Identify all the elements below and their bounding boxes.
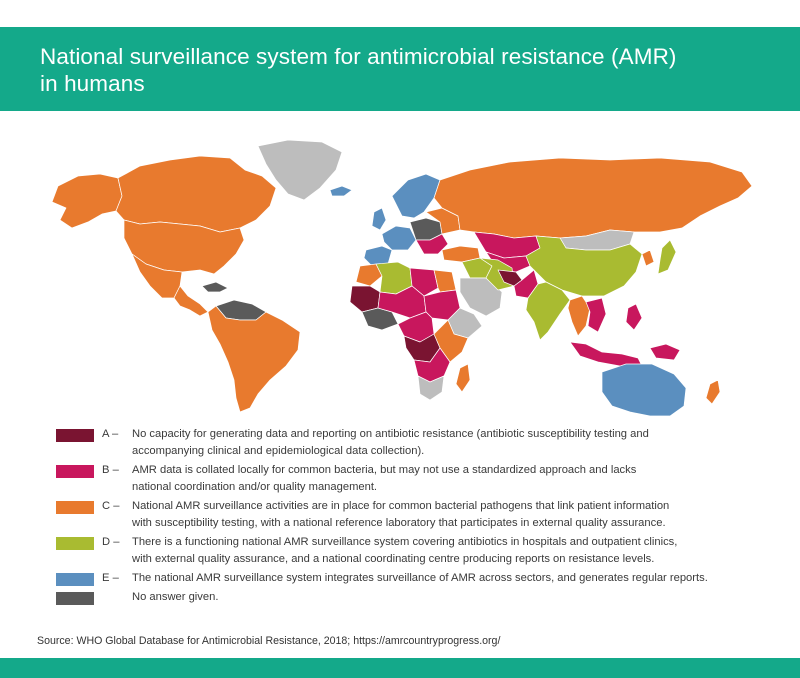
legend-text-c: National AMR surveillance activities are… xyxy=(132,498,756,532)
region-australia xyxy=(601,363,687,416)
title-line-1: National surveillance system for antimic… xyxy=(40,44,677,69)
legend-code-d: D – xyxy=(102,536,120,548)
region-papua xyxy=(649,343,681,361)
region-japan xyxy=(657,239,677,275)
legend-code-a: A – xyxy=(102,428,119,440)
region-philippines xyxy=(625,303,643,331)
legend-text-no-answer-line-1: No answer given. xyxy=(132,591,219,603)
region-iceland xyxy=(329,185,353,197)
legend-text-a-line-1: No capacity for generating data and repo… xyxy=(132,428,649,440)
region-korea xyxy=(641,249,655,267)
legend-text-e-line-1: The national AMR surveillance system int… xyxy=(132,572,708,584)
legend-text-c-line-2: with susceptibility testing, with a nati… xyxy=(132,517,666,529)
region-madagascar xyxy=(455,363,471,393)
legend-item-a: A – No capacity for generating data and … xyxy=(56,426,756,460)
header-banner: National surveillance system for antimic… xyxy=(0,27,800,111)
region-greenland xyxy=(257,139,343,201)
legend-swatch-d xyxy=(56,537,94,550)
region-uk xyxy=(371,207,387,231)
legend-swatch-b xyxy=(56,465,94,478)
legend-code-b: B – xyxy=(102,464,119,476)
source-note: Source: WHO Global Database for Antimicr… xyxy=(37,635,501,647)
legend-text-e: The national AMR surveillance system int… xyxy=(132,570,756,587)
legend-code-e: E – xyxy=(102,572,119,584)
title-line-2: in humans xyxy=(40,71,145,96)
world-map xyxy=(30,136,770,416)
legend-text-a-line-2: accompanying clinical and epidemiologica… xyxy=(132,445,425,457)
legend-text-b: AMR data is collated locally for common … xyxy=(132,462,756,496)
region-china xyxy=(525,235,643,297)
region-indonesia xyxy=(569,341,643,367)
legend-text-a: No capacity for generating data and repo… xyxy=(132,426,756,460)
legend-item-d: D – There is a functioning national AMR … xyxy=(56,534,756,568)
legend-text-d-line-1: There is a functioning national AMR surv… xyxy=(132,536,678,548)
region-russia xyxy=(433,157,753,239)
legend-text-b-line-1: AMR data is collated locally for common … xyxy=(132,464,637,476)
legend-code-c: C – xyxy=(102,500,120,512)
region-mauritania-mali xyxy=(349,285,381,313)
legend-text-d-line-2: with external quality assurance, and a n… xyxy=(132,553,655,565)
legend-swatch-e xyxy=(56,573,94,586)
legend-text-no-answer: No answer given. xyxy=(132,589,756,606)
region-myanmar-thailand xyxy=(567,295,591,337)
legend-swatch-a xyxy=(56,429,94,442)
region-south-africa xyxy=(417,375,445,401)
region-south-america xyxy=(207,305,301,413)
region-india xyxy=(525,281,571,341)
legend: A – No capacity for generating data and … xyxy=(56,426,756,608)
region-new-zealand xyxy=(705,379,721,405)
legend-swatch-c xyxy=(56,501,94,514)
world-map-svg xyxy=(51,139,753,416)
page-title: National surveillance system for antimic… xyxy=(40,43,760,97)
legend-item-b: B – AMR data is collated locally for com… xyxy=(56,462,756,496)
region-canada xyxy=(115,155,277,233)
legend-text-d: There is a functioning national AMR surv… xyxy=(132,534,756,568)
region-balkans xyxy=(415,233,449,255)
region-libya xyxy=(409,267,439,297)
legend-text-b-line-2: national coordination and/or quality man… xyxy=(132,481,378,493)
footer-bar xyxy=(0,658,800,678)
region-alaska xyxy=(51,173,123,229)
legend-text-c-line-1: National AMR surveillance activities are… xyxy=(132,500,670,512)
legend-swatch-no-answer xyxy=(56,592,94,605)
region-central-america xyxy=(173,285,209,317)
legend-item-no-answer: No answer given. xyxy=(56,589,756,606)
legend-item-c: C – National AMR surveillance activities… xyxy=(56,498,756,532)
region-western-europe xyxy=(381,225,417,251)
region-caribbean xyxy=(201,281,229,293)
region-morocco xyxy=(355,263,383,287)
legend-item-e: E – The national AMR surveillance system… xyxy=(56,570,756,587)
region-indochina xyxy=(585,297,607,333)
